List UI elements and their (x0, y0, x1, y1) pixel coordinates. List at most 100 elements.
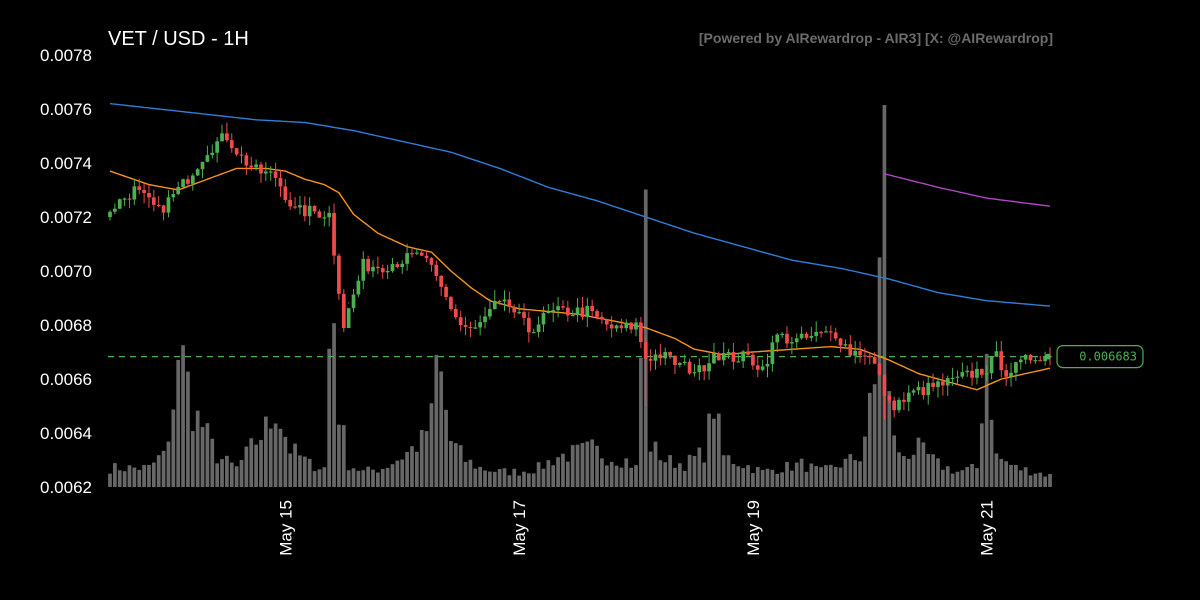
candle-body (687, 361, 692, 374)
candle-body (872, 357, 877, 364)
candle-body (882, 374, 887, 397)
candle-body (629, 322, 633, 330)
candle-body (463, 325, 468, 327)
x-tick-label: May 21 (978, 500, 997, 556)
candle-body (648, 358, 653, 361)
volume-bar (137, 469, 142, 487)
volume-bar (385, 467, 390, 487)
candle-body (751, 354, 755, 366)
candle-body (634, 322, 638, 330)
volume-bar (765, 468, 770, 487)
volume-bar (356, 470, 361, 487)
candle-body (346, 308, 351, 329)
y-tick-label: 0.0078 (40, 46, 92, 65)
candle-body (293, 206, 297, 208)
candle-body (682, 361, 687, 364)
volume-bar (439, 371, 444, 487)
volume-bar (906, 458, 911, 487)
y-tick-label: 0.0064 (40, 424, 92, 443)
y-tick-label: 0.0074 (40, 154, 92, 173)
volume-bar (975, 468, 979, 487)
volume-bar (887, 391, 892, 487)
candle-body (853, 350, 858, 356)
candle-body (351, 294, 356, 309)
candle-body (892, 400, 896, 411)
candle-body (531, 332, 536, 334)
volume-bar (790, 470, 794, 487)
volume-bar (478, 466, 483, 487)
volume-bar (634, 465, 638, 487)
candle-body (449, 297, 453, 310)
volume-bar (687, 454, 692, 487)
volume-bar (307, 458, 312, 487)
candle-body (707, 363, 711, 372)
candle-body (395, 264, 400, 268)
volume-bar (760, 469, 765, 487)
candle-body (551, 310, 556, 312)
candle-body (400, 263, 405, 268)
candle-body (970, 370, 974, 378)
volume-bar (794, 462, 799, 487)
candle-body (215, 141, 220, 153)
candle-body (517, 312, 521, 314)
volume-bar (970, 464, 974, 487)
volume-bar (268, 428, 273, 487)
x-axis: May 15 May 17 May 19 May 21 (276, 500, 996, 556)
candle-body (108, 211, 112, 218)
candle-body (1033, 360, 1038, 362)
candle-body (220, 133, 224, 142)
candle-body (721, 352, 726, 361)
y-tick-label: 0.0070 (40, 262, 92, 281)
volume-bar (658, 460, 663, 487)
candle-body (502, 299, 507, 302)
candle-body (911, 390, 916, 393)
price-marker (1045, 353, 1051, 360)
current-price-tag: 0.006683 (1045, 344, 1144, 369)
candle-body (307, 205, 312, 217)
volume-bar (371, 469, 375, 487)
volume-bar (1023, 467, 1028, 487)
candle-body (965, 370, 970, 373)
volume-bar (921, 442, 926, 487)
candle-body (113, 208, 117, 212)
volume-bar (346, 470, 351, 487)
candle-body (264, 171, 268, 174)
volume-bar (843, 458, 848, 487)
candle-body (673, 355, 677, 365)
candle-body (916, 387, 921, 391)
candle-body (190, 175, 195, 184)
candle-body (561, 306, 565, 308)
candle-body (595, 311, 599, 317)
candle-body (580, 307, 585, 317)
volume-bar (205, 423, 210, 487)
volume-bar (166, 441, 171, 487)
volume-bar (916, 437, 921, 487)
volume-bar (746, 465, 750, 487)
candle-body (585, 305, 590, 317)
candle-body (668, 352, 672, 356)
volume-bar (833, 467, 838, 487)
volume-bar (575, 444, 580, 487)
volume-bar (677, 463, 682, 487)
volume-bar (546, 460, 551, 487)
volume-bar (361, 470, 366, 487)
candle-body (473, 327, 478, 329)
volume-bar (497, 469, 502, 487)
candle-body (867, 355, 872, 358)
candle-body (137, 186, 142, 190)
volume-bar (195, 410, 200, 487)
volume-bar (984, 353, 989, 487)
candle-body (132, 186, 137, 200)
volume-bar (278, 428, 283, 487)
candle-body (259, 164, 263, 174)
candle-body (804, 333, 809, 338)
volume-bar (580, 442, 585, 487)
volume-bar (965, 467, 970, 487)
candle-body (234, 148, 239, 155)
volume-bar (940, 469, 945, 487)
candle-body (200, 161, 205, 170)
volume-bar (668, 455, 672, 487)
y-tick-label: 0.0068 (40, 316, 92, 335)
volume-bar (989, 419, 994, 487)
candle-body (298, 205, 302, 208)
